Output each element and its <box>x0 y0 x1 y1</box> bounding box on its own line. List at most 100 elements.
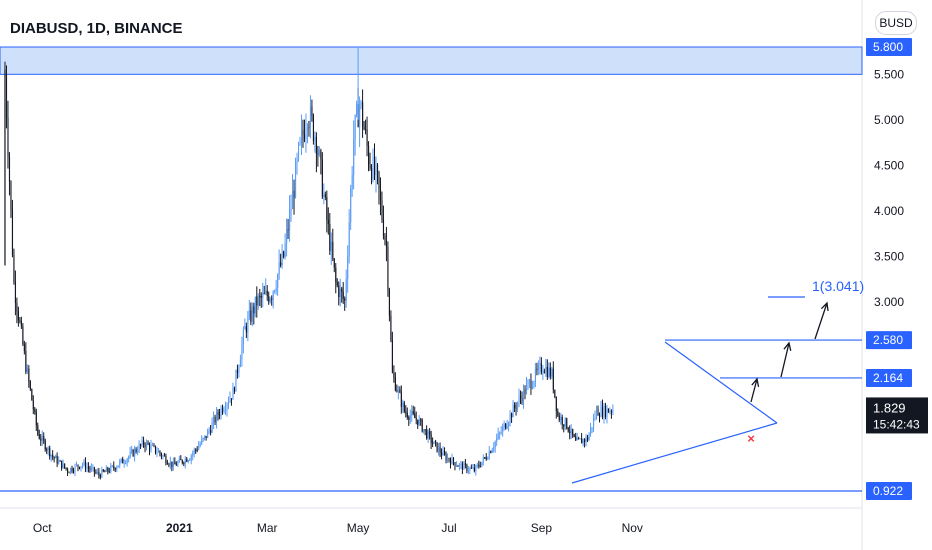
candle-body <box>16 302 18 312</box>
candle-body <box>353 138 355 175</box>
x-tick-label: 2021 <box>166 521 193 535</box>
candle-body <box>558 415 560 421</box>
candle-body <box>427 431 429 439</box>
candle-body <box>50 454 52 457</box>
candle-body <box>120 458 122 462</box>
candle-body <box>132 449 134 457</box>
candle-body <box>496 438 498 442</box>
candle-body <box>500 432 502 434</box>
candle-body <box>17 311 19 321</box>
currency-badge[interactable]: BUSD <box>875 11 917 35</box>
candle-body <box>123 462 125 464</box>
candle-body <box>557 411 559 416</box>
candle-body <box>190 455 192 460</box>
candle-body <box>74 465 76 472</box>
candle-body <box>441 452 443 456</box>
candle-body <box>458 464 461 467</box>
candle-body <box>151 445 154 447</box>
candle-body <box>484 457 486 459</box>
candle-body <box>242 329 244 345</box>
candle-body <box>509 413 511 423</box>
candle-body <box>262 293 264 298</box>
candle-body <box>470 467 472 469</box>
candle-body <box>382 219 385 237</box>
candle-body <box>251 306 253 322</box>
candle-body <box>607 408 610 413</box>
x-tick-label: May <box>347 521 370 535</box>
candle-body <box>207 430 209 438</box>
projection-arrow <box>814 302 828 340</box>
candle-body <box>98 471 100 476</box>
price-label-bg <box>866 482 912 500</box>
x-tick-label: Oct <box>33 521 52 535</box>
countdown: 15:42:43 <box>873 417 920 431</box>
candle-body <box>323 194 325 197</box>
candle-body <box>515 407 517 409</box>
candle-body <box>289 209 291 230</box>
candle-body <box>248 310 250 318</box>
candle-body <box>306 127 309 131</box>
candle-body <box>101 469 103 478</box>
candle-body <box>244 326 246 330</box>
candle-body <box>460 463 462 465</box>
candle-body <box>569 431 571 434</box>
candle-body <box>111 465 113 467</box>
candle-body <box>365 129 367 131</box>
candle-body <box>482 457 484 462</box>
candle-body <box>86 466 88 469</box>
candle-body <box>308 127 310 129</box>
x-tick-label: Mar <box>257 521 278 535</box>
candle-body <box>409 415 411 420</box>
candle-body <box>230 398 233 400</box>
candle-body <box>575 436 577 441</box>
candle-body <box>426 429 428 439</box>
candle-body <box>169 461 171 465</box>
candle-body <box>32 400 34 410</box>
candle-body <box>280 262 282 266</box>
candle-body <box>90 467 92 470</box>
candle-body <box>604 406 607 417</box>
candle-body <box>487 458 489 460</box>
candle-body <box>363 126 365 130</box>
candle-body <box>227 402 230 405</box>
candle-body <box>581 438 583 444</box>
candle-body <box>239 359 241 367</box>
candle-body <box>514 405 516 408</box>
candle-body <box>131 449 133 452</box>
candle-body <box>220 407 222 415</box>
x-tick-label: Nov <box>622 521 643 535</box>
candle-body <box>420 419 422 421</box>
candle-body <box>125 462 127 464</box>
candle-body <box>335 267 337 282</box>
y-tick-label: 5.500 <box>874 67 904 81</box>
candle-body <box>350 189 352 223</box>
candle-body <box>5 74 8 118</box>
candle-body <box>126 458 128 463</box>
candle-body <box>429 431 431 435</box>
candle-body <box>122 458 124 464</box>
candle-body <box>454 462 456 467</box>
candle-body <box>171 461 173 467</box>
candle-body <box>284 243 286 257</box>
y-tick-label: 3.500 <box>874 249 904 263</box>
candle-body <box>141 439 143 445</box>
candle-body <box>582 439 584 444</box>
candle-body <box>193 449 195 454</box>
candle-body <box>594 417 596 419</box>
candle-body <box>29 381 31 390</box>
candle-body <box>499 432 501 434</box>
candle-body <box>213 416 215 423</box>
candle-body <box>502 427 504 433</box>
candle-body <box>241 344 243 360</box>
candle-body <box>418 419 420 425</box>
candle-body <box>376 165 379 172</box>
candle-body <box>549 367 551 377</box>
candle-body <box>175 464 177 466</box>
candle-body <box>469 467 471 471</box>
price-label: 5.800 <box>873 40 903 54</box>
candle-body <box>13 254 15 283</box>
candle-body <box>540 363 542 373</box>
candle-body <box>163 455 166 457</box>
candle-body <box>329 224 331 251</box>
